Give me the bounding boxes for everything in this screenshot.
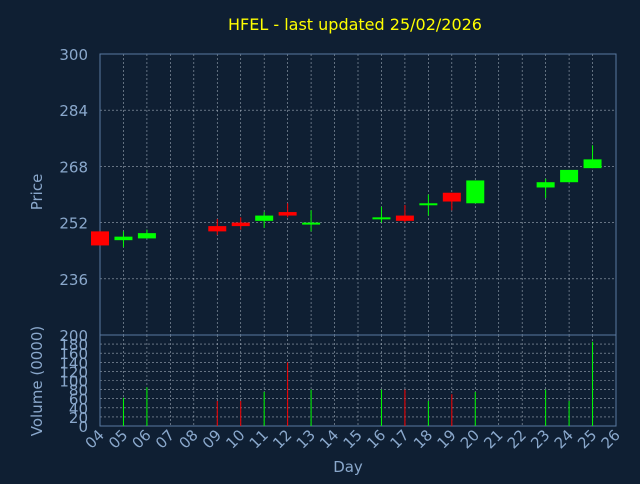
x-tick-label: 09 (199, 426, 225, 452)
price-tick-label: 300 (59, 46, 88, 64)
candle-body (560, 169, 579, 183)
volume-panel-frame (99, 334, 617, 427)
volume-tick-label: 40 (69, 400, 88, 418)
x-tick-label: 26 (598, 426, 624, 452)
price-tick-label: 236 (59, 271, 88, 289)
candle-body (137, 233, 156, 239)
candle-body (91, 231, 109, 246)
price-panel: 300 284 268 252 236 (59, 46, 617, 336)
candle-body (536, 182, 555, 188)
candle-body (466, 180, 485, 204)
x-tick-label: 12 (269, 426, 295, 452)
price-tick-label: 252 (59, 215, 88, 233)
x-axis: 0405060708091011121314151617181920212223… (82, 426, 624, 452)
volume-axis-label: Volume (0000) (28, 326, 46, 436)
candle-body (231, 222, 250, 227)
volume-tick-label: 20 (69, 409, 88, 427)
x-tick-label: 13 (293, 426, 319, 452)
volume-tick-label: 180 (59, 336, 88, 354)
chart-title: HFEL - last updated 25/02/2026 (228, 15, 482, 34)
candle-body (419, 203, 438, 206)
candle-body (583, 159, 602, 169)
x-tick-label: 07 (152, 426, 178, 452)
x-tick-label: 05 (105, 426, 131, 452)
x-tick-label: 08 (175, 426, 201, 452)
x-tick-label: 16 (363, 426, 389, 452)
volume-tick-label: 160 (59, 345, 88, 363)
volume-tick-label: 140 (59, 354, 88, 372)
x-axis-label: Day (333, 458, 363, 476)
candle-body (255, 215, 274, 221)
x-tick-label: 23 (527, 426, 553, 452)
x-tick-label: 22 (504, 426, 530, 452)
volume-tick-label: 200 (59, 327, 88, 345)
x-tick-label: 21 (480, 426, 506, 452)
x-tick-label: 17 (387, 426, 413, 452)
x-tick-label: 11 (246, 426, 272, 452)
x-tick-label: 15 (340, 426, 366, 452)
candle-body (208, 226, 227, 232)
candle-body (395, 215, 414, 221)
price-tick-label: 268 (59, 158, 88, 176)
candle-body (372, 217, 391, 220)
x-tick-label: 24 (551, 426, 577, 452)
x-tick-label: 19 (433, 426, 459, 452)
volume-tick-label: 120 (59, 363, 88, 381)
price-tick-label: 284 (59, 102, 88, 120)
x-tick-label: 20 (457, 426, 483, 452)
volume-tick-label: 60 (69, 391, 88, 409)
x-tick-label: 14 (316, 426, 342, 452)
volume-tick-label: 80 (69, 382, 88, 400)
x-tick-label: 10 (222, 426, 248, 452)
volume-tick-label: 100 (59, 373, 88, 391)
candle-body (302, 222, 321, 225)
volume-tick-label: 0 (78, 418, 88, 436)
x-tick-label: 06 (129, 426, 155, 452)
x-tick-label: 18 (410, 426, 436, 452)
x-tick-label: 25 (574, 426, 600, 452)
candle-body (114, 236, 133, 241)
candle-body (278, 212, 297, 216)
price-axis-label: Price (28, 174, 46, 211)
candle-body (442, 192, 461, 202)
